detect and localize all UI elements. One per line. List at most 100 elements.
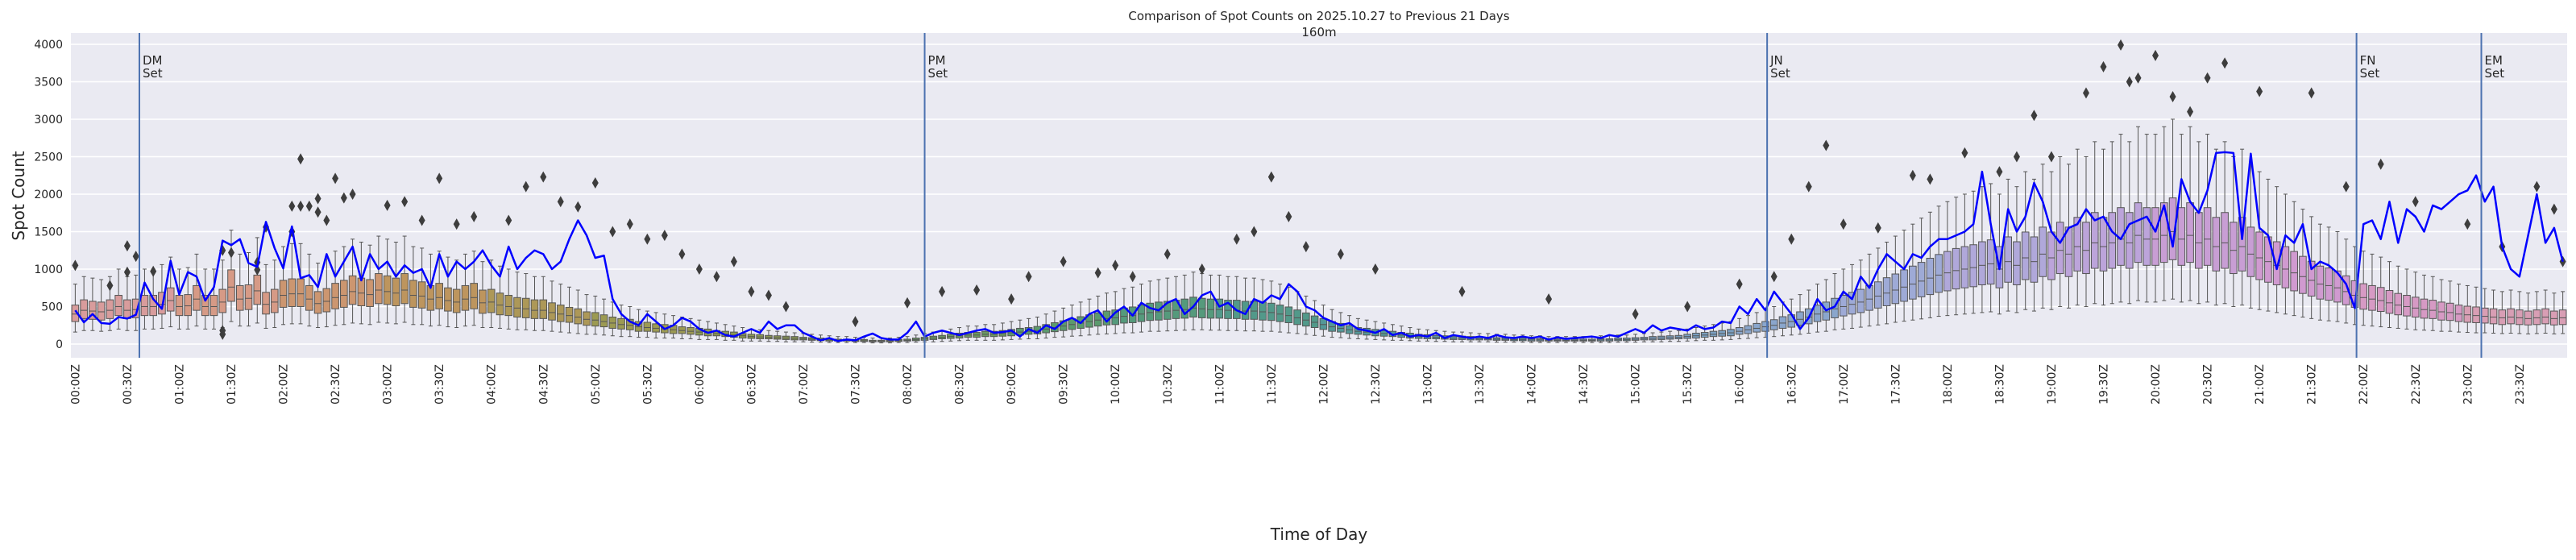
chart-subtitle: 160m xyxy=(1301,25,1336,39)
box-iqr xyxy=(175,295,184,317)
outlier-point xyxy=(1805,180,1812,193)
outlier-point xyxy=(305,200,313,212)
box-iqr xyxy=(288,278,297,307)
box-iqr xyxy=(1093,312,1102,327)
outlier-point xyxy=(1545,293,1553,305)
box-iqr xyxy=(2013,241,2021,286)
box-iqr xyxy=(2030,236,2039,283)
box-iqr xyxy=(262,292,270,315)
reference-line-label: Set xyxy=(2360,66,2380,81)
box xyxy=(782,331,790,342)
x-tick-label: 17:00Z xyxy=(1838,364,1851,404)
outlier-point xyxy=(1840,218,1847,230)
box-iqr xyxy=(1206,298,1215,319)
box-iqr xyxy=(2550,310,2558,326)
box xyxy=(1882,241,1891,325)
y-tick-label: 4000 xyxy=(34,39,63,52)
box-iqr xyxy=(1250,301,1259,320)
box xyxy=(2221,141,2229,305)
box-iqr xyxy=(1952,247,1960,290)
box xyxy=(2125,141,2134,305)
box xyxy=(80,276,88,331)
box-iqr xyxy=(2489,308,2498,325)
box-iqr xyxy=(2532,309,2541,326)
outlier-point xyxy=(150,265,157,277)
box xyxy=(903,336,911,343)
box xyxy=(2134,126,2143,301)
box xyxy=(2558,291,2567,334)
outlier-point xyxy=(1632,308,1639,320)
box-iqr xyxy=(149,295,157,317)
x-tick-label: 21:00Z xyxy=(2254,364,2267,404)
box xyxy=(1856,259,1865,328)
box-iqr xyxy=(444,287,452,312)
box xyxy=(790,332,799,342)
x-tick-label: 13:00Z xyxy=(1421,364,1434,404)
box xyxy=(2376,256,2385,328)
x-tick-label: 02:30Z xyxy=(330,364,342,404)
box-iqr xyxy=(140,295,149,317)
box-iqr xyxy=(521,297,530,318)
box xyxy=(1692,327,1700,342)
outlier-point xyxy=(730,255,737,268)
box xyxy=(400,235,409,323)
box xyxy=(1510,334,1518,343)
box-iqr xyxy=(1917,262,1926,297)
y-tick-label: 0 xyxy=(56,338,63,351)
box xyxy=(2550,292,2558,334)
box-iqr xyxy=(1120,307,1128,324)
outlier-point xyxy=(1285,210,1292,222)
outlier-point xyxy=(2221,57,2229,69)
outlier-point xyxy=(1094,267,1101,279)
box-iqr xyxy=(2507,308,2515,325)
box xyxy=(869,338,877,344)
box-iqr xyxy=(1943,251,1952,292)
box-iqr xyxy=(2385,289,2394,314)
box xyxy=(89,277,97,331)
box xyxy=(530,276,539,331)
box-iqr xyxy=(2307,260,2316,297)
box-iqr xyxy=(2134,202,2143,263)
box-iqr xyxy=(479,289,487,314)
box xyxy=(1926,211,1935,318)
box-iqr xyxy=(2325,268,2333,301)
outlier-point xyxy=(1025,271,1032,283)
box xyxy=(184,267,193,330)
outlier-point xyxy=(1198,263,1205,275)
box-iqr xyxy=(2368,284,2376,311)
box xyxy=(1605,335,1614,343)
x-tick-label: 22:30Z xyxy=(2410,364,2423,404)
box xyxy=(1917,218,1926,320)
x-tick-label: 04:30Z xyxy=(537,364,550,404)
box-iqr xyxy=(2472,306,2480,323)
box-iqr xyxy=(2342,275,2350,305)
box-iqr xyxy=(322,288,331,313)
box xyxy=(539,276,548,331)
outlier-point xyxy=(132,251,139,263)
box xyxy=(2143,134,2151,303)
box xyxy=(1163,277,1172,332)
reference-line-label: Set xyxy=(2485,66,2505,81)
box-iqr xyxy=(106,299,114,319)
x-tick-label: 13:30Z xyxy=(1474,364,1487,404)
reference-line-label: EM xyxy=(2485,53,2503,68)
outlier-point xyxy=(2013,151,2020,163)
box xyxy=(2325,226,2333,321)
box-iqr xyxy=(392,277,400,307)
box xyxy=(2030,178,2039,312)
box xyxy=(2420,274,2429,331)
outlier-point xyxy=(1164,248,1171,260)
box-iqr xyxy=(2541,308,2549,325)
box xyxy=(1891,235,1900,323)
box-iqr xyxy=(409,280,417,308)
box-iqr xyxy=(2212,217,2221,272)
box xyxy=(634,309,643,338)
outlier-point xyxy=(609,226,616,238)
x-tick-label: 06:00Z xyxy=(694,364,707,404)
x-tick-label: 07:30Z xyxy=(850,364,863,404)
outlier-point xyxy=(332,172,339,185)
box xyxy=(2090,141,2099,305)
x-tick-label: 18:00Z xyxy=(1942,364,1955,404)
box-iqr xyxy=(97,301,106,321)
x-axis-label: Time of Day xyxy=(1270,525,1368,544)
